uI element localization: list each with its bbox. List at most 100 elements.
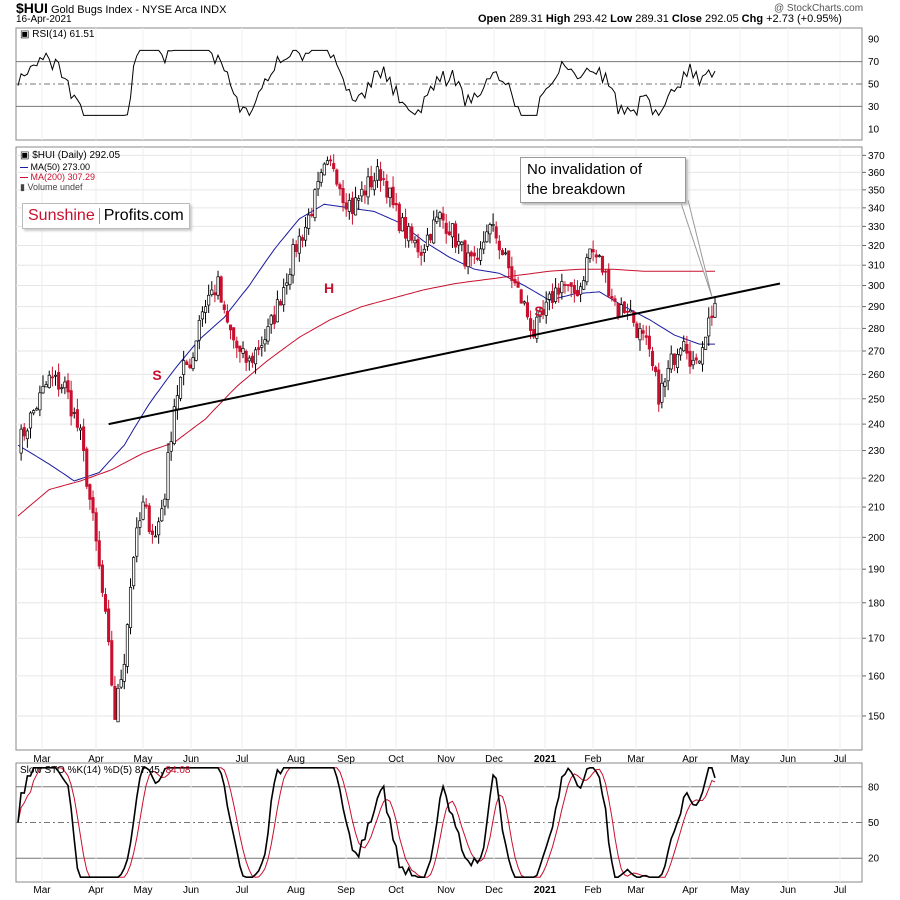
candle-body (407, 226, 411, 242)
low-label: Low (610, 13, 633, 25)
price-month-label: Aug (287, 754, 305, 765)
candle-body (60, 387, 64, 390)
rsi-legend-text: RSI(14) 61.51 (32, 29, 95, 40)
candle-body (313, 189, 317, 218)
candle-body (35, 408, 39, 411)
candle-body (94, 512, 98, 542)
candle-body (288, 274, 292, 286)
candle-body (329, 159, 333, 162)
candle-body (319, 172, 323, 183)
candle-body (650, 350, 655, 367)
sto-d-line (17, 767, 716, 878)
symbol: $HUI (16, 0, 48, 16)
candle-body (647, 335, 651, 350)
candle-body (41, 385, 45, 394)
candle-body (594, 254, 598, 258)
candle-body (97, 540, 101, 567)
candle-body (147, 505, 151, 533)
close-label: Close (671, 13, 702, 25)
candle-body (372, 180, 376, 191)
candle-body (638, 328, 642, 341)
candle-body (588, 248, 592, 259)
chg-value: +2.73 (+0.95%) (766, 13, 842, 25)
candle-body (463, 240, 467, 267)
candle-body (654, 366, 658, 373)
candle-body (75, 409, 79, 428)
candle-body (63, 381, 67, 389)
candle-body (57, 372, 61, 390)
candle-body (185, 361, 189, 365)
price-month-label: Mar (627, 754, 645, 765)
candle-body (422, 248, 426, 254)
candle-body (285, 282, 289, 286)
candle-body (507, 250, 511, 269)
candle-body (519, 289, 523, 304)
candle-body (504, 252, 508, 255)
candle-body (369, 176, 373, 188)
candle-body (582, 280, 586, 290)
price-tick-label: 160 (868, 671, 885, 682)
candle-body (660, 382, 664, 403)
rsi-tick-label: 10 (868, 124, 880, 135)
price-month-label: May (134, 754, 153, 765)
sto-month-label: Jun (780, 885, 796, 896)
rsi-legend-icon: ▣ (20, 29, 30, 40)
candle-body (613, 298, 617, 302)
candle-legend-icon: ▣ (20, 150, 30, 161)
candle-body (153, 535, 158, 538)
price-tick-label: 170 (868, 634, 885, 645)
candle-body (572, 284, 576, 294)
sto-month-label: Apr (88, 885, 104, 896)
candle-body (47, 374, 51, 388)
price-tick-label: 260 (868, 370, 885, 381)
price-tick-label: 350 (868, 185, 885, 196)
candle-body (175, 395, 179, 410)
annotation-box: No invalidation of the breakdown (520, 157, 686, 203)
candle-body (510, 266, 514, 281)
candle-body (238, 345, 242, 352)
candle-body (604, 270, 608, 273)
candle-body (610, 296, 614, 299)
price-month-label: May (731, 754, 750, 765)
candle-body (207, 294, 211, 306)
candle-body (416, 239, 420, 253)
price-legend-text: $HUI (Daily) 292.05 (32, 150, 121, 161)
candle-body (672, 353, 676, 365)
candle-body (547, 293, 551, 300)
candle-body (335, 169, 339, 185)
price-month-label: 2021 (534, 754, 557, 765)
candle-body (244, 350, 248, 363)
candle-body (585, 257, 589, 283)
low-value: 289.31 (635, 13, 669, 25)
candle-body (157, 521, 161, 536)
candle-body (513, 279, 517, 284)
candle-body (260, 345, 264, 348)
candle-body (266, 326, 270, 342)
candle-body (44, 384, 48, 388)
candle-body (444, 222, 448, 234)
candle-body (641, 330, 645, 334)
ma200-legend: MA(200) 307.29 (20, 172, 95, 182)
brand-part1: Sunshine (28, 207, 95, 224)
candle-body (379, 169, 383, 182)
candle-body (675, 354, 680, 369)
candle-body (413, 239, 417, 244)
ma200-legend-text: MA(200) 307.29 (30, 172, 96, 182)
candle-body (382, 178, 386, 180)
candle-body (644, 335, 648, 338)
candle-body (688, 350, 692, 367)
candle-body (557, 287, 561, 295)
high-label: High (545, 13, 571, 25)
candle-body (707, 317, 711, 337)
candle-body (579, 286, 583, 295)
annotation-line-1: No invalidation of (527, 161, 643, 178)
rsi-tick-label: 70 (868, 57, 880, 68)
candle-body (188, 364, 192, 368)
candle-body (450, 223, 455, 238)
candle-body (485, 231, 489, 243)
price-tick-label: 320 (868, 241, 885, 252)
sto-tick-label: 50 (868, 818, 880, 829)
candle-body (125, 624, 129, 667)
candle-body (694, 357, 698, 361)
candle-body (419, 251, 423, 256)
